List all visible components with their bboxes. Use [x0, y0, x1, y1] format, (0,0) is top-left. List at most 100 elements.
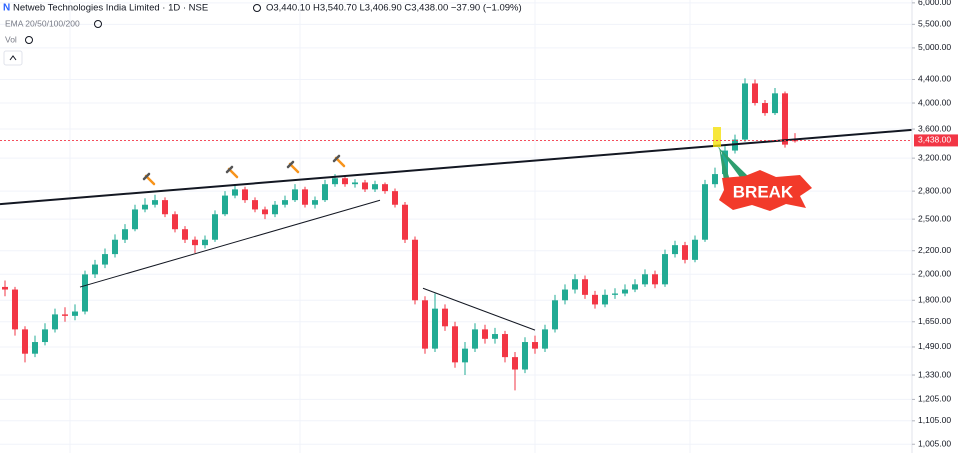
eye-icon[interactable]: [94, 20, 102, 28]
candle-body: [482, 329, 488, 339]
candle-body: [72, 311, 78, 316]
eye-icon[interactable]: [253, 4, 261, 12]
logo: N: [3, 3, 10, 14]
candle-body: [92, 264, 98, 275]
candle-body: [152, 200, 158, 205]
candle-body: [122, 229, 128, 240]
break-badge: [719, 170, 812, 211]
trendlines: [0, 128, 913, 331]
break-arrows: [717, 146, 748, 181]
candle-body: [532, 342, 538, 349]
price-axis: [912, 0, 959, 453]
candle-body: [462, 348, 468, 363]
candle-body: [412, 239, 418, 301]
y-tick-label: 1,800.00: [918, 295, 951, 305]
candle-body: [192, 239, 198, 246]
candle-body: [722, 150, 728, 175]
y-tick-label: 3,600.00: [918, 123, 951, 133]
candle-body: [622, 289, 628, 294]
candle-body: [772, 93, 778, 114]
arrow: [719, 146, 730, 181]
candle-body: [442, 308, 448, 327]
candle-body: [362, 182, 368, 190]
candle-body: [612, 293, 618, 295]
break-text: BREAK: [733, 182, 794, 201]
candle-body: [682, 245, 688, 260]
candle-body: [272, 204, 278, 215]
trendline: [422, 287, 536, 331]
candle-body: [382, 184, 388, 192]
candle-body: [662, 254, 668, 285]
candle-body: [492, 334, 498, 339]
candle-body: [142, 204, 148, 210]
candle-body: [62, 314, 68, 316]
highlight-box: [713, 127, 721, 147]
last-price-box: [914, 134, 958, 147]
candle-body: [112, 239, 118, 255]
y-tick-label: 1,490.00: [918, 341, 951, 351]
hammer-icons: [142, 154, 346, 186]
candle-body: [452, 326, 458, 363]
candle-body: [582, 279, 588, 295]
candle-body: [312, 200, 318, 205]
candle-body: [232, 189, 238, 196]
eye-icon[interactable]: [25, 36, 33, 44]
vertical-grid: [69, 0, 691, 453]
candle-body: [522, 342, 528, 370]
y-tick-label: 1,205.00: [918, 394, 951, 404]
candle-body: [592, 294, 598, 305]
candle-body: [352, 182, 358, 185]
candle-body: [222, 195, 228, 215]
y-tick-label: 4,400.00: [918, 74, 951, 84]
symbol-title: Netweb Technologies India Limited · 1D ·…: [13, 3, 208, 14]
arrow: [717, 146, 748, 180]
candle-body: [252, 200, 258, 210]
candle-body: [552, 300, 558, 330]
candle-body: [672, 245, 678, 255]
candle-body: [172, 214, 178, 230]
candle-body: [692, 239, 698, 260]
candle-body: [502, 334, 508, 358]
y-tick-label: 1,330.00: [918, 369, 951, 379]
candle-body: [572, 279, 578, 290]
y-tick-label: 2,200.00: [918, 245, 951, 255]
candle-body: [642, 274, 648, 285]
candle-body: [702, 184, 708, 240]
candle-body: [52, 314, 58, 330]
y-tick-label: 1,005.00: [918, 438, 951, 448]
candle-body: [782, 93, 788, 145]
hammer: [142, 172, 151, 181]
candle-body: [102, 254, 108, 265]
candles: [2, 78, 798, 391]
candle-body: [212, 214, 218, 240]
candle-body: [12, 289, 18, 330]
candle-body: [542, 329, 548, 349]
y-tick-label: 3,200.00: [918, 152, 951, 162]
y-tick-label: 2,000.00: [918, 269, 951, 279]
candle-body: [22, 329, 28, 354]
y-tick-label: 2,800.00: [918, 185, 951, 195]
last-price-label: 3,438.00: [918, 135, 951, 145]
candle-body: [792, 140, 798, 142]
candle-body: [422, 300, 428, 349]
chevron: [9, 55, 17, 61]
ohlc-legend: O3,440.10 H3,540.70 L3,406.90 C3,438.00 …: [266, 3, 522, 14]
candle-body: [392, 191, 398, 205]
candle-body: [402, 204, 408, 240]
y-tick-label: 1,650.00: [918, 316, 951, 326]
candle-body: [472, 329, 478, 349]
candle-body: [512, 357, 518, 370]
candle-body: [632, 284, 638, 290]
candle-body: [32, 342, 38, 354]
collapse-button[interactable]: [3, 50, 23, 66]
candle-body: [322, 184, 328, 201]
y-tick-label: 6,000.00: [918, 0, 951, 7]
candle-body: [562, 289, 568, 301]
indicator-label: EMA 20/50/100/200: [5, 18, 80, 28]
hammer: [286, 160, 295, 169]
header: N Netweb Technologies India Limited · 1D…: [3, 3, 522, 66]
candle-body: [262, 209, 268, 215]
candle-body: [82, 274, 88, 312]
